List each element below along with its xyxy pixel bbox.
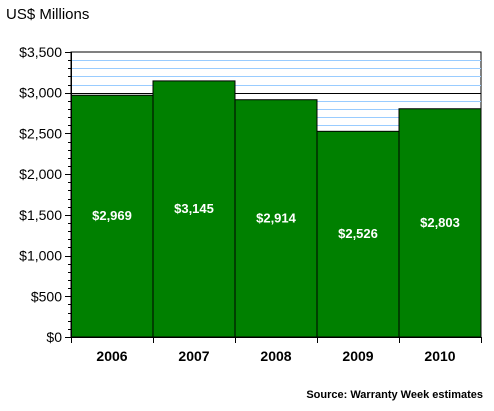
bar-2010 — [398, 108, 482, 338]
source-note: Source: Warranty Week estimates — [306, 389, 483, 401]
bar-2007 — [152, 80, 236, 338]
value-label: $3,145 — [174, 201, 214, 216]
bar-2006 — [70, 94, 154, 338]
value-labels: $2,969 $3,145 $2,914 $2,526 $2,803 — [92, 201, 460, 241]
axes — [65, 52, 482, 343]
value-label: $2,914 — [256, 210, 297, 225]
y-tick-label: $0 — [46, 329, 62, 345]
bars — [70, 80, 482, 338]
value-label: $2,803 — [420, 215, 460, 230]
y-tick-label: $500 — [31, 288, 62, 304]
value-label: $2,969 — [92, 208, 132, 223]
x-tick-label: 2007 — [178, 348, 209, 364]
y-tick-label: $1,500 — [19, 207, 62, 223]
y-tick-label: $2,000 — [19, 166, 62, 182]
y-tick-label: $2,500 — [19, 125, 62, 141]
x-tick-label: 2006 — [96, 348, 127, 364]
x-tick-label: 2009 — [342, 348, 373, 364]
y-tick-label: $3,500 — [19, 44, 62, 60]
y-tick-label: $1,000 — [19, 248, 62, 264]
value-label: $2,526 — [338, 226, 378, 241]
y-axis-label: US$ Millions — [6, 6, 89, 23]
y-tick-label: $3,000 — [19, 85, 62, 101]
x-tick-label: 2010 — [424, 348, 455, 364]
x-tick-labels: 2006 2007 2008 2009 2010 — [96, 348, 455, 364]
bar-2008 — [234, 99, 318, 338]
x-tick-label: 2008 — [260, 348, 291, 364]
y-tick-labels: $0 $500 $1,000 $1,500 $2,000 $2,500 $3,000 $3,5… — [19, 44, 62, 345]
bar-2009 — [316, 130, 400, 338]
